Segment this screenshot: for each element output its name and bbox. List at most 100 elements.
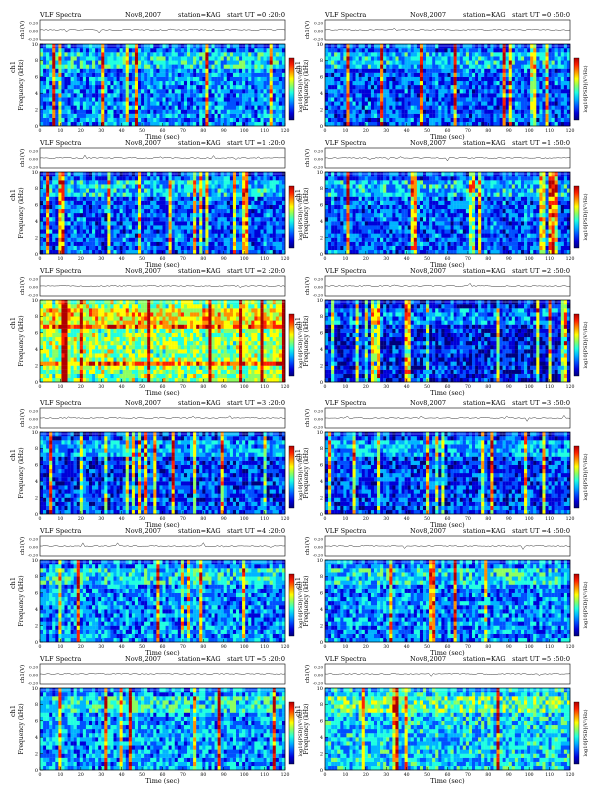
spectrogram-cell — [368, 93, 371, 97]
spectrogram-cell — [52, 48, 55, 52]
x-tick-label: 40 — [119, 128, 125, 134]
spectrogram-cell — [89, 77, 92, 81]
spectrogram-cell — [202, 106, 205, 110]
spectrogram-cell — [331, 106, 334, 110]
spectrogram-cell — [110, 52, 113, 56]
spectrogram-cell — [380, 97, 383, 101]
spectrogram-cell — [95, 69, 98, 73]
spectrogram-cell — [156, 118, 159, 122]
spectrogram-cell — [147, 93, 150, 97]
spectrogram-cell — [328, 52, 331, 56]
spectrogram-cell — [175, 60, 178, 64]
x-tick-label: 90 — [221, 128, 227, 134]
spectrogram-cell — [276, 89, 279, 93]
spectrogram-cell — [83, 97, 86, 101]
spectrogram-cell — [276, 73, 279, 77]
spectrogram-cell — [46, 101, 49, 105]
spectrogram-cell — [141, 101, 144, 105]
spectrogram-cell — [190, 73, 193, 77]
spectrogram-cell — [267, 52, 270, 56]
spectrogram-cell — [242, 118, 245, 122]
spectrogram-cell — [340, 110, 343, 114]
spectrogram-cell — [261, 69, 264, 73]
spectrogram-cell — [163, 97, 166, 101]
spectrogram-cell — [371, 118, 374, 122]
spectrogram-cell — [178, 114, 181, 118]
spectrogram-cell — [110, 60, 113, 64]
spectrogram-cell — [123, 101, 126, 105]
spectrogram-cell — [205, 110, 208, 114]
spectrogram-cell — [362, 97, 365, 101]
spectrogram-cell — [172, 48, 175, 52]
spectrogram-cell — [205, 89, 208, 93]
spectrogram-cell — [40, 65, 43, 69]
spectrogram-cell — [120, 48, 123, 52]
spectrogram-cell — [190, 56, 193, 60]
spectrogram-cell — [107, 97, 110, 101]
spectrogram-cell — [380, 85, 383, 89]
spectrogram-cell — [74, 77, 77, 81]
spectrogram-cell — [199, 89, 202, 93]
spectrogram-cell — [184, 56, 187, 60]
spectrogram-cell — [107, 114, 110, 118]
spectrogram-cell — [359, 81, 362, 85]
spectrogram-cell — [141, 89, 144, 93]
spectrogram-cell — [181, 101, 184, 105]
spectrogram-cell — [270, 93, 273, 97]
spectrogram-cell — [276, 81, 279, 85]
spectrogram-cell — [89, 48, 92, 52]
spectrogram-cell — [181, 73, 184, 77]
spectrogram-cell — [141, 56, 144, 60]
spectrogram-cell — [150, 52, 153, 56]
spectrogram-cell — [239, 73, 242, 77]
spectrogram-cell — [202, 114, 205, 118]
spectrogram-cell — [172, 101, 175, 105]
spectrogram-cell — [343, 122, 346, 126]
spectrogram-cell — [276, 60, 279, 64]
spectrogram-cell — [270, 60, 273, 64]
spectrogram-cell — [221, 81, 224, 85]
spectrogram-cell — [46, 56, 49, 60]
spectrogram-cell — [273, 56, 276, 60]
spectrogram-cell — [52, 122, 55, 126]
spectrogram-cell — [212, 56, 215, 60]
spectrogram-cell — [89, 60, 92, 64]
spectrogram-cell — [233, 122, 236, 126]
spectrogram-cell — [340, 65, 343, 69]
spectrogram-cell — [279, 97, 282, 101]
spectrogram-cell — [74, 73, 77, 77]
spectrogram-cell — [141, 93, 144, 97]
spectrogram-cell — [218, 69, 221, 73]
spectrogram-cell — [257, 97, 260, 101]
spectrogram-cell — [58, 81, 61, 85]
spectrogram-cell — [83, 118, 86, 122]
spectrogram-cell — [340, 81, 343, 85]
spectrogram-cell — [205, 85, 208, 89]
spectrogram-cell — [184, 110, 187, 114]
spectrogram-cell — [141, 114, 144, 118]
spectrogram-cell — [71, 65, 74, 69]
spectrogram-cell — [178, 52, 181, 56]
spectrogram-cell — [212, 118, 215, 122]
spectrogram-cell — [166, 69, 169, 73]
spectrogram-cell — [248, 65, 251, 69]
spectrogram-cell — [58, 118, 61, 122]
spectrogram-cell — [365, 81, 368, 85]
spectrogram-cell — [368, 114, 371, 118]
spectrogram-cell — [224, 48, 227, 52]
spectrogram-cell — [350, 77, 353, 81]
spectrogram-cell — [144, 65, 147, 69]
spectrogram-cell — [141, 106, 144, 110]
spectrogram-cell — [138, 89, 141, 93]
spectrogram-cell — [58, 122, 61, 126]
spectrogram-cell — [114, 97, 117, 101]
spectrogram-cell — [257, 110, 260, 114]
spectrogram-cell — [123, 85, 126, 89]
spectrogram-cell — [156, 93, 159, 97]
spectrogram-cell — [147, 118, 150, 122]
spectrogram-cell — [193, 60, 196, 64]
spectrogram-cell — [328, 93, 331, 97]
spectrogram-cell — [230, 52, 233, 56]
spectrogram-cell — [104, 56, 107, 60]
spectrogram-cell — [215, 48, 218, 52]
